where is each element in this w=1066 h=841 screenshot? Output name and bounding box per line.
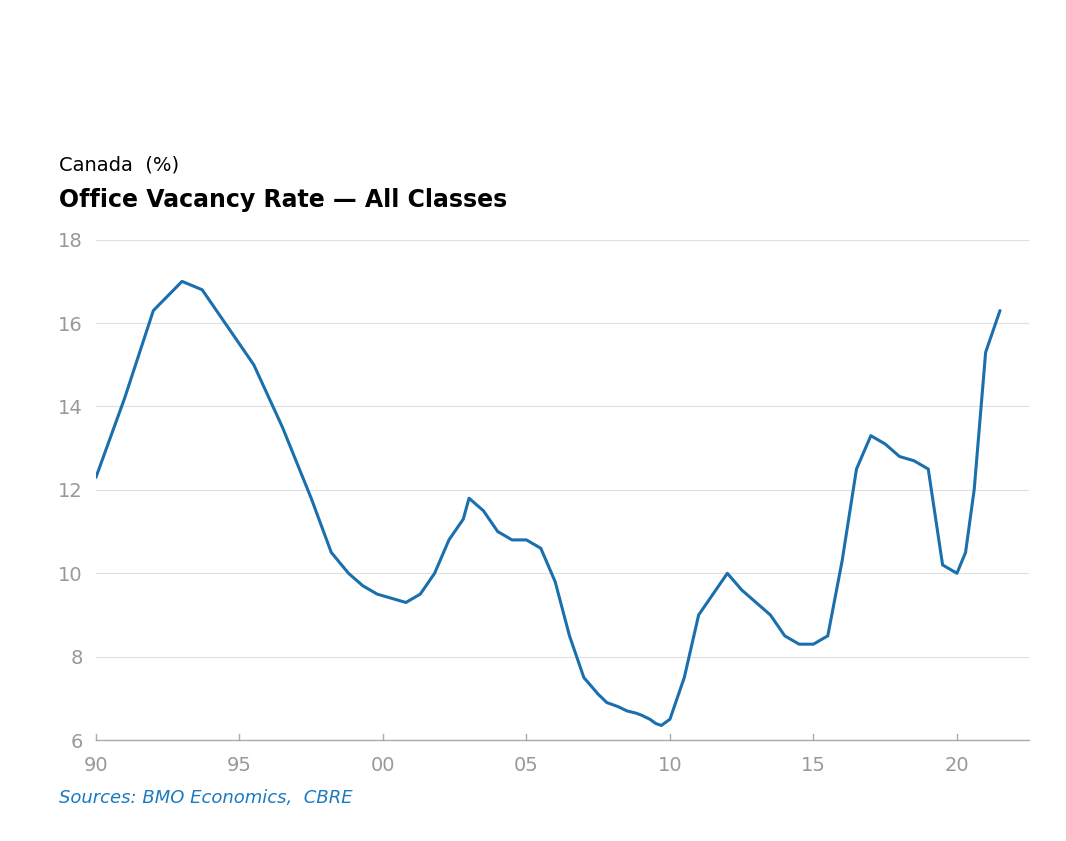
Text: Office Vacancy Rate — All Classes: Office Vacancy Rate — All Classes	[59, 188, 506, 213]
Text: Chart 6: Chart 6	[14, 29, 81, 47]
Text: Ample Office Space: Ample Office Space	[14, 62, 440, 101]
Text: Canada  (%): Canada (%)	[59, 156, 179, 175]
Text: Sources: BMO Economics,  CBRE: Sources: BMO Economics, CBRE	[59, 790, 352, 807]
